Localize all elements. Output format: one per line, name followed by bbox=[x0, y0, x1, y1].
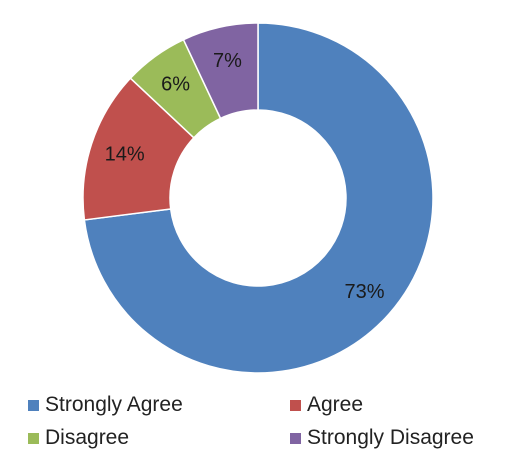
legend-swatch-strongly-agree bbox=[28, 399, 39, 411]
legend-label-agree: Agree bbox=[307, 393, 364, 416]
slice-strongly-agree bbox=[83, 22, 434, 374]
slice-strongly-disagree bbox=[182, 22, 259, 120]
legend-swatch-strongly-disagree bbox=[290, 432, 301, 444]
legend-item-agree: Agree bbox=[290, 393, 363, 417]
data-label-agree: 14% bbox=[105, 144, 145, 166]
legend-label-strongly-disagree: Strongly Disagree bbox=[307, 426, 474, 449]
legend-item-strongly-disagree: Strongly Disagree bbox=[290, 426, 474, 450]
legend-label-disagree: Disagree bbox=[45, 426, 130, 449]
legend-swatch-disagree bbox=[28, 432, 39, 444]
legend-item-disagree: Disagree bbox=[28, 426, 129, 450]
data-label-strongly-disagree: 7% bbox=[213, 50, 242, 72]
data-label-disagree: 6% bbox=[161, 74, 190, 96]
legend-label-strongly-agree: Strongly Agree bbox=[45, 393, 183, 416]
data-label-strongly-agree: 73% bbox=[344, 281, 384, 303]
legend-swatch-agree bbox=[290, 399, 301, 411]
legend-item-strongly-agree: Strongly Agree bbox=[28, 393, 183, 417]
